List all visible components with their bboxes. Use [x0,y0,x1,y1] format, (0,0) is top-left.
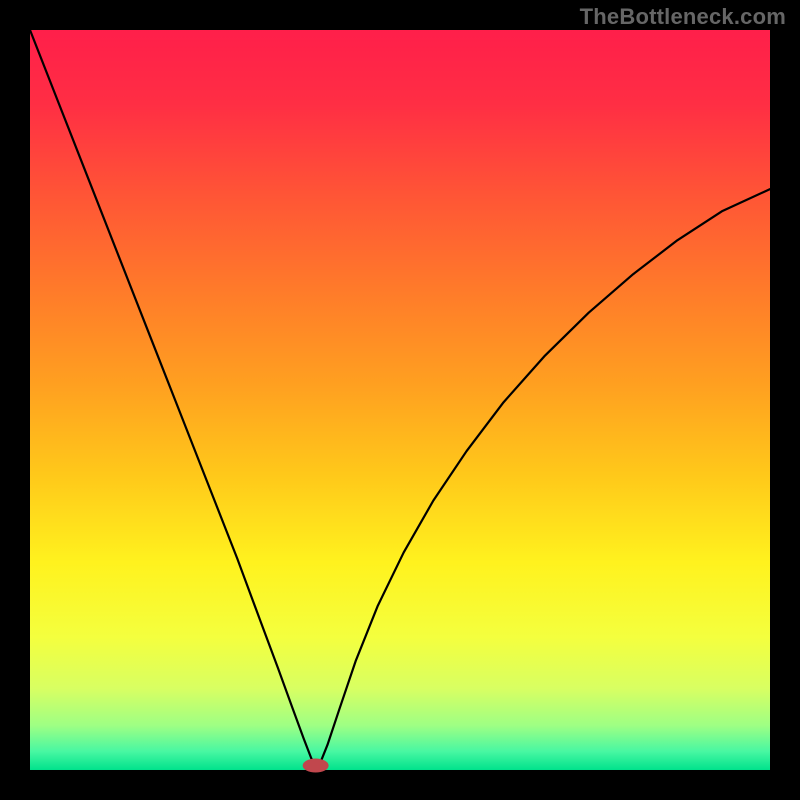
chart-svg [0,0,800,800]
watermark-text: TheBottleneck.com [580,4,786,30]
optimum-marker [303,759,329,773]
bottleneck-chart: TheBottleneck.com [0,0,800,800]
plot-gradient [30,30,770,770]
